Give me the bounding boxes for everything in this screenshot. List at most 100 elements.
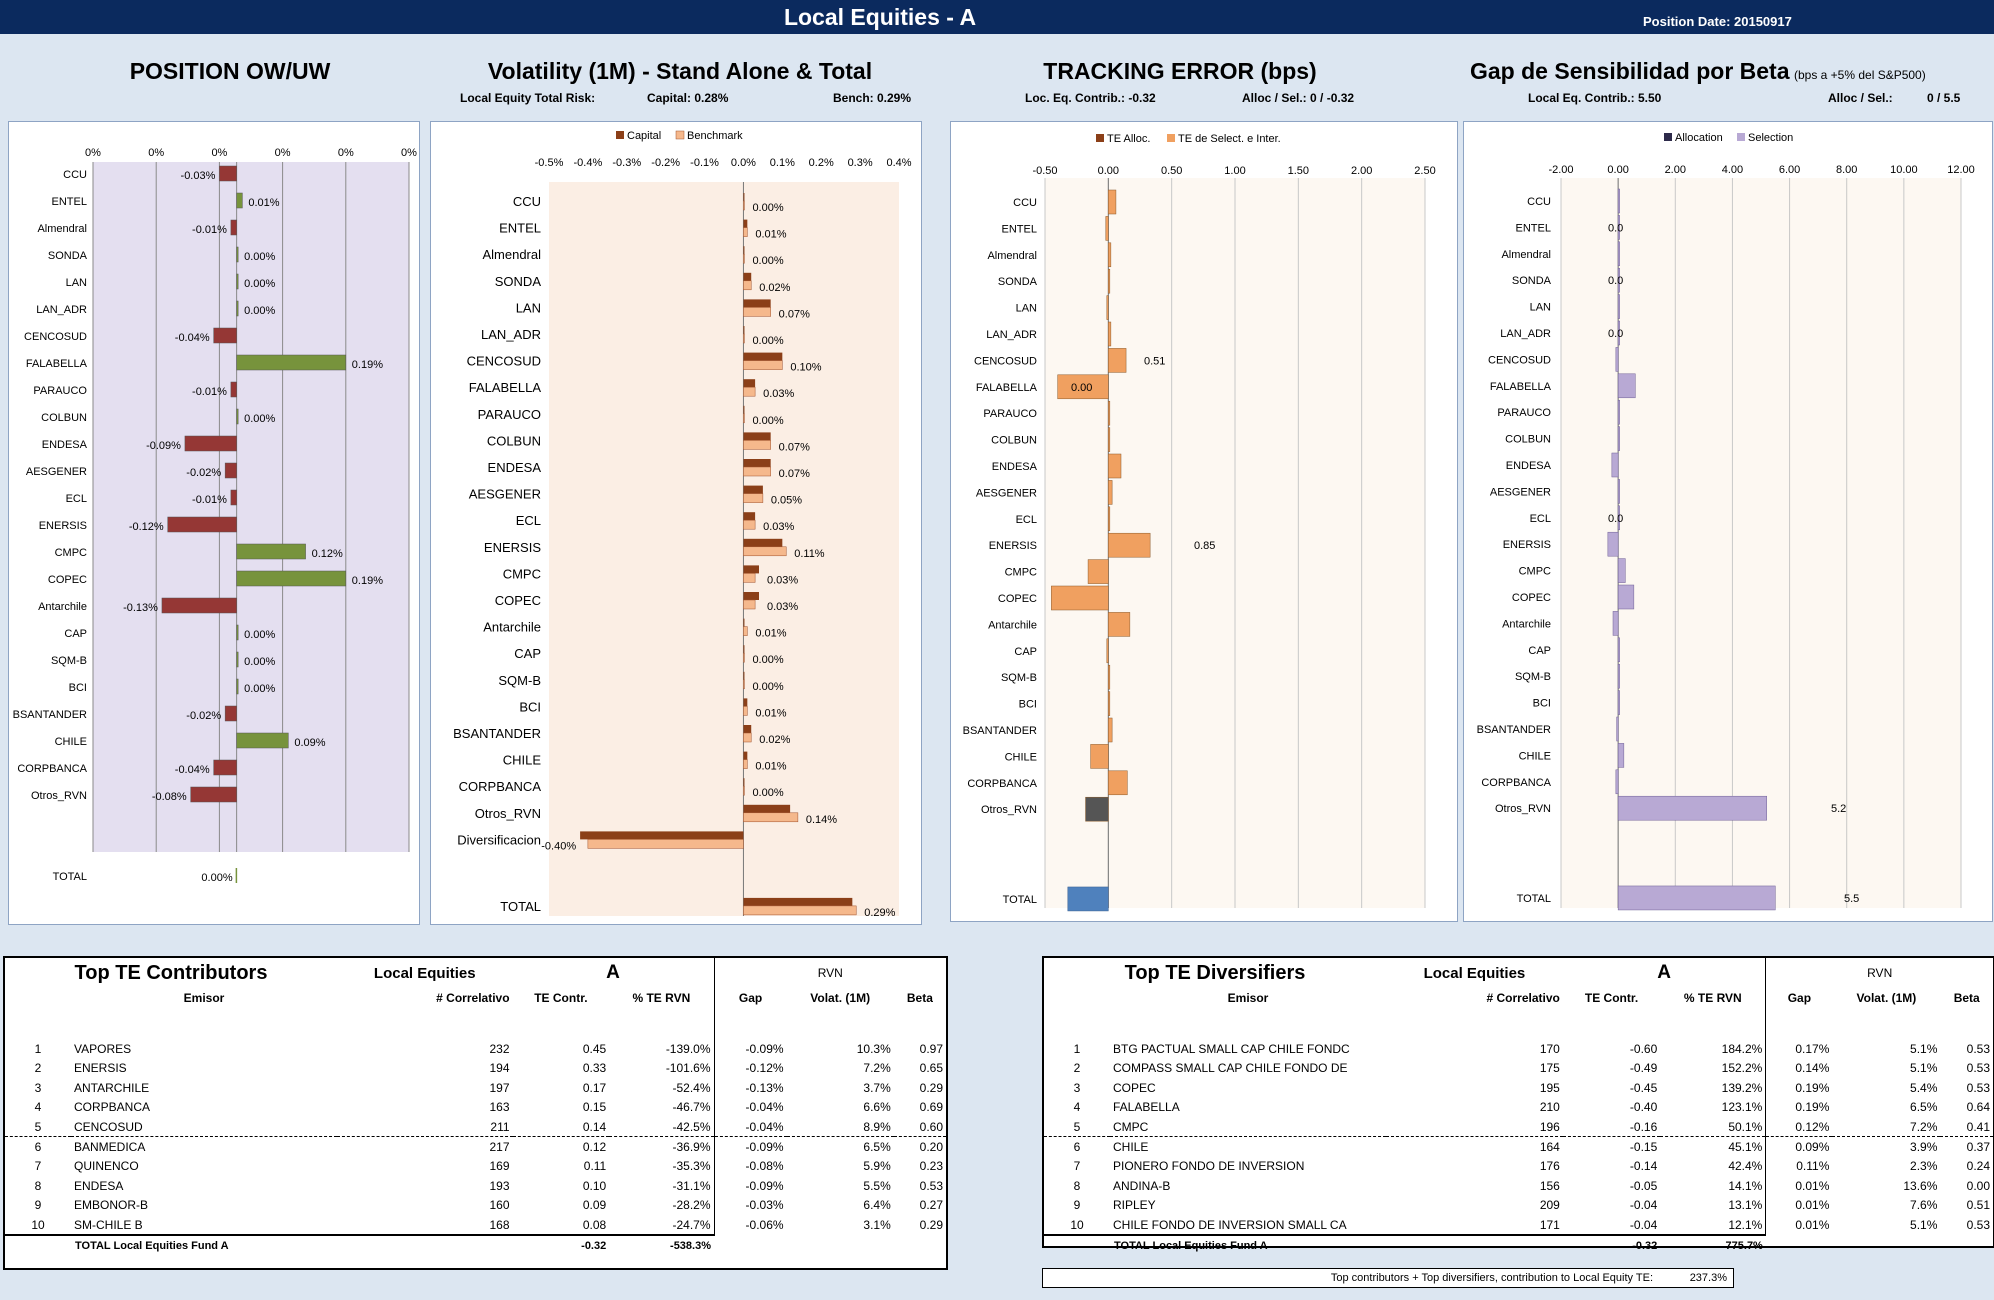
bar-antarchile [161,597,237,614]
category-label-falabella: FALABELLA [26,358,88,370]
col-spacer [1044,988,1110,1007]
cell-te-contr: -0.05 [1629,1178,1658,1193]
contributors-rvn: RVN [713,958,946,988]
cell-rank: 6 [1044,1136,1110,1157]
category-label-lan-adr: LAN_ADR [481,327,541,342]
cell-correlativo: 209 [1539,1198,1560,1213]
category-label-almendral: Almendral [1501,249,1551,261]
bar-chile [1617,743,1625,768]
gap-title-wrap: Gap de Sensibilidad por Beta (bps a +5% … [1470,58,1926,85]
te-loc-contrib: Loc. Eq. Contrib.: -0.32 [1025,91,1156,105]
category-label-corpbanca: CORPBANCA [17,763,87,775]
gap-contrib: Local Eq. Contrib.: 5.50 [1528,91,1662,105]
cell-rank: 3 [34,1080,42,1095]
data-label-entel: 0.01% [248,197,279,209]
cell-pct-te: 12.1% [1728,1217,1763,1232]
contributors-portfolio: A [606,962,620,983]
data-label-ecl: -0.01% [192,494,227,506]
category-label-copec: COPEC [48,574,87,586]
cell-pct-te: 45.1% [1660,1136,1766,1157]
data-label-ccu: -0.03% [181,170,216,182]
cell-emisor: ENERSIS [74,1061,127,1076]
data-label-falabella: 0.03% [763,388,794,400]
cell-gap: 0.01% [1765,1214,1833,1236]
cell-beta: 0.29 [919,1218,943,1233]
bar-enersis [1607,531,1619,557]
bar-entel [1105,216,1109,241]
te-panel: TE Alloc. TE de Select. e Inter. -0.50 0.00… [950,121,1458,922]
data-label-bci: 0.00% [244,683,275,695]
bar-colbun [1108,427,1111,452]
category-label-endesa: ENDESA [42,439,88,451]
data-label-sonda: 0.00% [244,251,275,263]
category-label-ecl: ECL [66,493,87,505]
category-label-diversificacion: Diversificacion [457,832,541,847]
bar-cencosud [213,327,237,344]
category-label-lan: LAN [1530,302,1551,314]
total-total-label: TOTAL Local Equities Fund A [1044,1234,1563,1256]
category-label-falabella: FALABELLA [976,382,1038,394]
position-panel: 0% 0% 0% 0% 0% 0% CCU -0.03% ENTEL 0.01% Almendral… [8,121,420,925]
table-row: 8 ENDESA 193 0.10 -31.1% -0.09% 5.5% 0.53 [5,1176,946,1196]
cell-te-contr: -0.04 [1629,1198,1658,1213]
cell-emisor: COMPASS SMALL CAP CHILE FONDO DE [1113,1061,1348,1076]
data-label-corpbanca: -0.04% [175,764,210,776]
data-label-bci: 0.01% [755,707,786,719]
data-label-colbun: 0.00% [244,413,275,425]
cell-pct-te: 184.2% [1721,1042,1763,1057]
bar-bci [1617,690,1620,715]
cell-correlativo: 163 [489,1100,510,1115]
category-label-colbun: COLBUN [41,412,87,424]
bar-capital-sonda [743,272,752,281]
category-label-cmpc: CMPC [1519,566,1551,578]
cell-emisor: CMPC [1113,1119,1149,1134]
category-label-cap: CAP [514,646,541,661]
category-label-colbun: COLBUN [1505,434,1551,446]
bar-capital-chile [743,751,748,760]
category-label-sqm-b: SQM-B [1515,671,1551,683]
bar-ecl [230,489,237,506]
diversifiers-title: Top TE Diversifiers [1124,961,1306,984]
footer-label: Top contributors + Top diversifiers, con… [1330,1272,1653,1284]
annotation-ecl: 0.0 [1608,513,1623,525]
table-row: 7 QUINENCO 169 0.11 -35.3% -0.08% 5.9% 0.23 [5,1156,946,1177]
col-volat: Volat. (1M) [810,990,871,1005]
x-tick-label: 4.00 [1722,164,1743,176]
data-label-entel: 0.01% [755,229,786,241]
category-label-bsantander: BSANTANDER [453,726,541,741]
x-tick-label: 0.0% [731,157,756,169]
bar-total [1067,886,1109,912]
cell-te-contr: 0.45 [582,1042,607,1057]
category-label-cmpc: CMPC [1005,567,1037,579]
bar-almendral [1617,241,1620,267]
volatility-panel: Capital Benchmark -0.5% -0.4% -0.3% -0.2% -0.1… [430,121,922,925]
diversifiers-title-row: Top TE Diversifiers Local Equities A RVN [1044,958,1993,988]
diversifiers-fund: Local Equities [1423,964,1526,982]
table-row: 3 COPEC 195 -0.45 139.2% 0.19% 5.4% 0.53 [1044,1078,1993,1098]
data-label-enersis: -0.12% [129,521,164,533]
bar-almendral [1108,242,1112,268]
bar-endesa [184,435,237,452]
cell-gap: -0.06% [713,1214,787,1236]
bar-aesgener [1617,479,1620,504]
category-label-falabella: FALABELLA [469,380,542,395]
cell-correlativo: 211 [490,1119,510,1134]
cell-rank: 4 [34,1100,42,1115]
cell-emisor: QUINENCO [74,1159,139,1174]
bar-cencosud [1108,348,1127,373]
category-label-total: TOTAL [500,899,541,914]
diversifiers-portfolio-cell: A [1563,958,1766,988]
cell-te-contr: -0.60 [1629,1042,1658,1057]
data-label-aesgener: -0.02% [186,467,221,479]
total-empty [1766,1235,1993,1255]
bar-lan-adr [236,300,239,317]
plot-area [93,162,409,852]
cell-pct-te: 13.1% [1728,1198,1763,1213]
cell-rank: 4 [1073,1100,1081,1115]
diversifiers-rvn: RVN [1765,958,1993,988]
category-label-bci: BCI [1019,699,1037,711]
data-label-lan: 0.07% [779,308,810,320]
bar-sqm-b [236,651,239,668]
col-pct-te: % TE RVN [1683,990,1742,1005]
category-label-endesa: ENDESA [1506,460,1552,472]
